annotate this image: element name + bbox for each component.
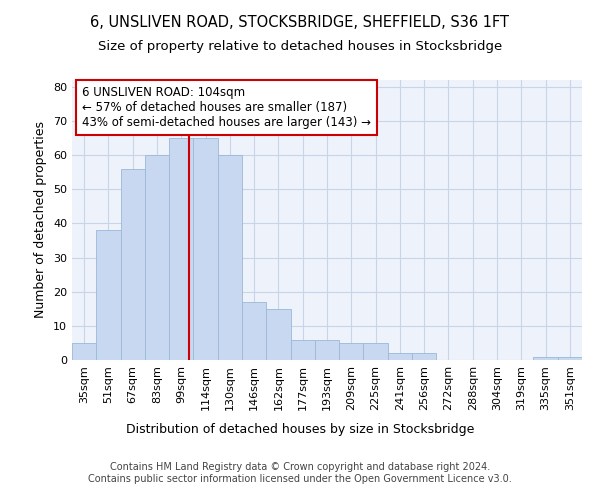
Bar xyxy=(218,155,242,360)
Bar xyxy=(193,138,218,360)
Bar xyxy=(145,155,169,360)
Text: Size of property relative to detached houses in Stocksbridge: Size of property relative to detached ho… xyxy=(98,40,502,53)
Bar xyxy=(315,340,339,360)
Bar xyxy=(388,353,412,360)
Y-axis label: Number of detached properties: Number of detached properties xyxy=(34,122,47,318)
Bar xyxy=(339,343,364,360)
Bar xyxy=(121,169,145,360)
Bar xyxy=(72,343,96,360)
Bar xyxy=(96,230,121,360)
Bar xyxy=(412,353,436,360)
Bar xyxy=(533,356,558,360)
Bar xyxy=(558,356,582,360)
Bar xyxy=(242,302,266,360)
Bar xyxy=(169,138,193,360)
Bar xyxy=(290,340,315,360)
Bar xyxy=(266,309,290,360)
Bar xyxy=(364,343,388,360)
Text: 6 UNSLIVEN ROAD: 104sqm
← 57% of detached houses are smaller (187)
43% of semi-d: 6 UNSLIVEN ROAD: 104sqm ← 57% of detache… xyxy=(82,86,371,128)
Text: Contains HM Land Registry data © Crown copyright and database right 2024.
Contai: Contains HM Land Registry data © Crown c… xyxy=(88,462,512,484)
Text: Distribution of detached houses by size in Stocksbridge: Distribution of detached houses by size … xyxy=(126,422,474,436)
Text: 6, UNSLIVEN ROAD, STOCKSBRIDGE, SHEFFIELD, S36 1FT: 6, UNSLIVEN ROAD, STOCKSBRIDGE, SHEFFIEL… xyxy=(91,15,509,30)
